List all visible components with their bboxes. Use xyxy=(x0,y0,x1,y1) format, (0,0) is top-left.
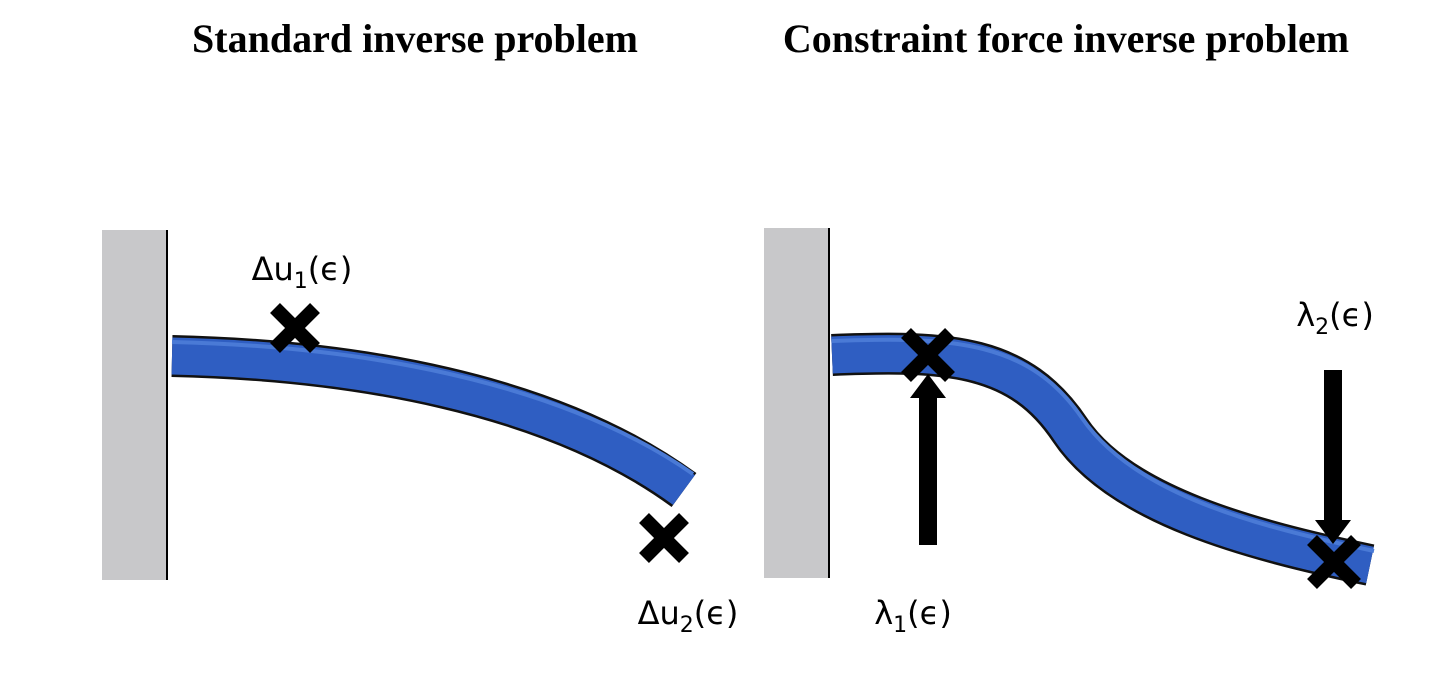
label-arg: (ϵ) xyxy=(694,594,739,632)
marker-cross xyxy=(1307,535,1361,589)
beam xyxy=(831,335,1374,584)
panel-title: Standard inverse problem xyxy=(192,16,638,61)
marker-cross xyxy=(901,328,955,382)
label-base: Δu xyxy=(638,594,680,632)
label-sub: 1 xyxy=(893,613,907,638)
left-panel: Δu1(ϵ) Δu2(ϵ) xyxy=(102,230,738,638)
label: λ2(ϵ) xyxy=(1296,296,1374,340)
force-arrow xyxy=(910,374,946,545)
wall xyxy=(102,230,167,580)
label-arg: (ϵ) xyxy=(1329,296,1374,334)
label-sub: 1 xyxy=(294,269,308,294)
label: Δu1(ϵ) xyxy=(252,250,353,294)
label-base: Δu xyxy=(252,250,294,288)
panel-title: Constraint force inverse problem xyxy=(783,16,1349,61)
wall xyxy=(764,228,829,578)
marker-cross xyxy=(639,513,689,563)
label-base: λ xyxy=(874,594,893,632)
label-sub: 2 xyxy=(680,613,694,638)
label: λ1(ϵ) xyxy=(874,594,952,638)
label-arg: (ϵ) xyxy=(907,594,952,632)
beam-highlight xyxy=(171,340,695,476)
beam xyxy=(171,337,695,505)
label-base: λ xyxy=(1296,296,1315,334)
label-sub: 2 xyxy=(1315,315,1329,340)
marker-cross xyxy=(270,303,320,353)
right-panel: λ1(ϵ) λ2(ϵ) xyxy=(764,228,1375,638)
label-arg: (ϵ) xyxy=(308,250,353,288)
force-arrow xyxy=(1315,370,1351,544)
label: Δu2(ϵ) xyxy=(638,594,739,638)
